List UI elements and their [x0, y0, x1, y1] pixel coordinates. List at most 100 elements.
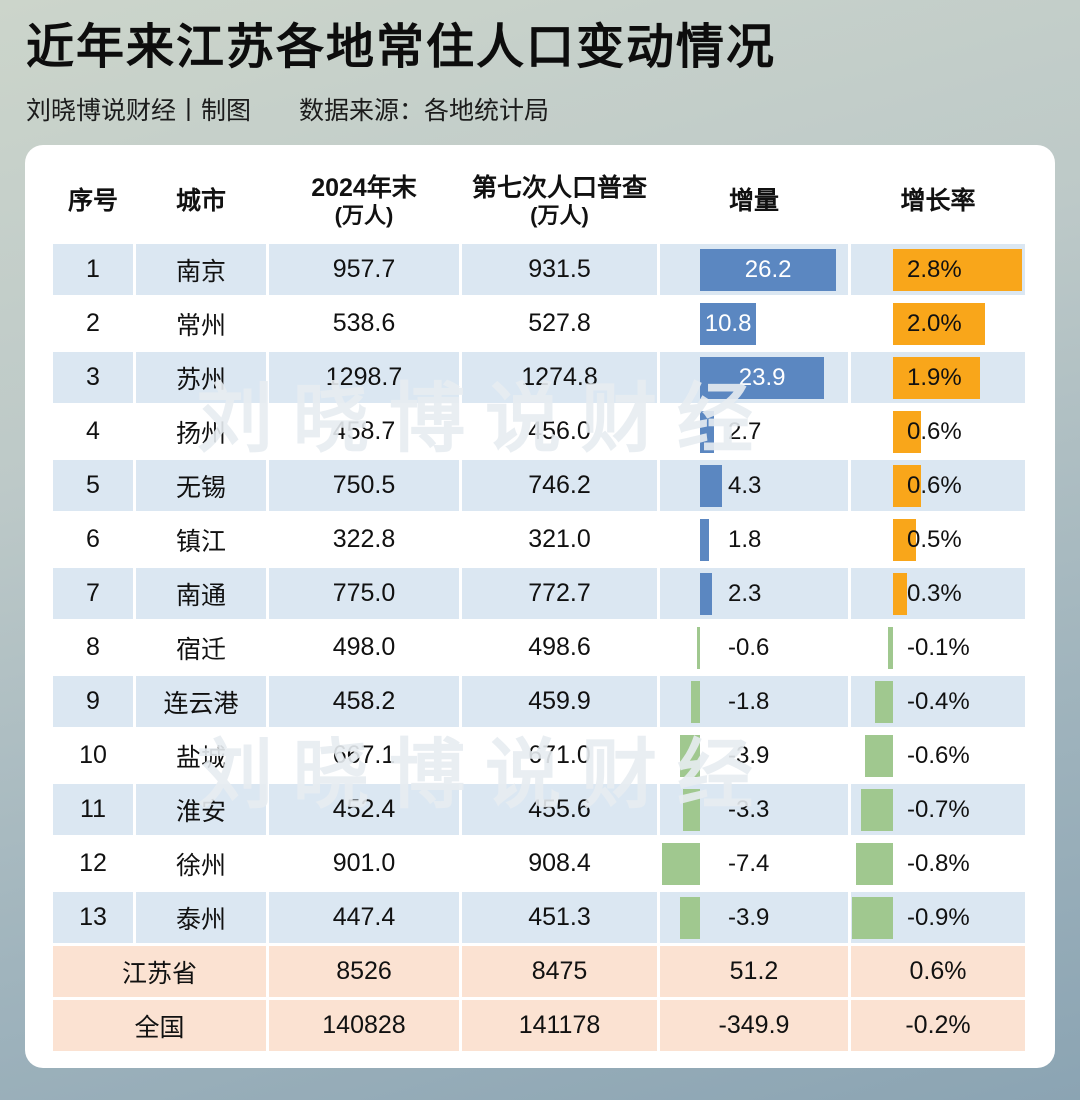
bar-value-label: -0.6% [907, 741, 970, 769]
population-census: 931.5 [462, 244, 657, 296]
population-2024-text: 8526 [336, 957, 392, 986]
positive-bar [893, 356, 981, 399]
rate-bar-cell: -0.7% [851, 784, 1025, 836]
population-2024: 447.4 [269, 892, 459, 944]
col-header-2024-unit: (万人) [334, 202, 394, 228]
population-2024: 452.4 [269, 784, 459, 836]
population-2024: 498.0 [269, 622, 459, 674]
negative-bar [874, 680, 893, 723]
population-census-text: 321.0 [528, 525, 591, 554]
col-header-rate: 增长率 [851, 161, 1025, 242]
negative-bar [661, 842, 700, 885]
population-census-text: 671.0 [528, 741, 591, 770]
row-index: 12 [53, 838, 133, 890]
rate-bar-cell: 2.8% [851, 244, 1025, 296]
col-header-rate-label: 增长率 [900, 187, 976, 216]
city-name: 淮安 [136, 784, 266, 836]
bar-value-label: -3.9 [728, 903, 770, 931]
delta-bar-cell: 1.8 [660, 514, 848, 566]
positive-bar [700, 410, 715, 453]
row-index: 6 [53, 514, 133, 566]
population-census-text: 1274.8 [521, 363, 598, 392]
delta-bar-cell: -3.9 [660, 730, 848, 782]
table-header-row: 序号 城市 2024年末 (万人) 第七次人口普查 (万人) [53, 161, 1027, 242]
col-header-census-label: 第七次人口普查 [471, 173, 647, 202]
row-index-text: 3 [86, 363, 100, 392]
population-2024-text: 458.7 [332, 417, 396, 446]
population-census: 527.8 [462, 298, 657, 350]
negative-bar [682, 788, 700, 831]
delta-bar-cell: -1.8 [660, 676, 848, 728]
negative-bar [860, 788, 893, 831]
col-header-census-unit: (万人) [530, 202, 589, 228]
delta-value-text: 51.2 [729, 957, 779, 986]
bar-value-label: 23.9 [738, 363, 786, 391]
row-index-text: 6 [86, 525, 100, 554]
population-census-text: 459.9 [528, 687, 591, 716]
population-census-text: 451.3 [528, 903, 591, 932]
rate-bar-cell: 0.6% [851, 460, 1025, 512]
row-index: 4 [53, 406, 133, 458]
row-index-text: 5 [86, 471, 100, 500]
infographic-page: 近年来江苏各地常住人口变动情况 刘晓博说财经丨制图 数据来源：各地统计局 序号 … [26, 21, 1054, 1052]
negative-bar [851, 896, 893, 939]
population-2024-text: 1298.7 [325, 363, 403, 392]
population-census-text: 931.5 [528, 255, 591, 284]
table-row: 5 无锡 750.5 746.2 4.3 0.6% [53, 460, 1027, 512]
delta-bar-cell: 4.3 [660, 460, 848, 512]
row-index-text: 4 [86, 417, 100, 446]
population-2024-text: 957.7 [332, 255, 396, 284]
population-2024-text: 775.0 [332, 579, 396, 608]
bar-value-label: 2.3 [728, 579, 762, 607]
bar-value-label: 0.5% [907, 525, 962, 553]
col-header-index-label: 序号 [67, 187, 118, 216]
bar-value-label: 4.3 [728, 471, 762, 499]
delta-bar-cell: -3.3 [660, 784, 848, 836]
col-header-index: 序号 [53, 161, 133, 242]
delta-bar-cell: 2.3 [660, 568, 848, 620]
subtitle: 刘晓博说财经丨制图 数据来源：各地统计局 [26, 91, 1054, 127]
city-name-text: 盐城 [175, 743, 226, 772]
bar-value-label: 0.6% [907, 417, 962, 445]
population-census: 459.9 [462, 676, 657, 728]
delta-value: 51.2 [660, 946, 848, 998]
rate-value-text: -0.2% [905, 1011, 971, 1040]
city-name-text: 无锡 [175, 473, 226, 502]
summary-row: 全国 140828 141178 -349.9 -0.2% [53, 1000, 1027, 1052]
population-census-text: 908.4 [528, 849, 591, 878]
row-index: 2 [53, 298, 133, 350]
bar-value-label: 2.8% [907, 255, 962, 283]
city-name: 南京 [136, 244, 266, 296]
population-census: 498.6 [462, 622, 657, 674]
bar-value-label: 10.8 [704, 309, 752, 337]
table-row: 11 淮安 452.4 455.6 -3.3 -0.7% [53, 784, 1027, 836]
population-2024: 775.0 [269, 568, 459, 620]
delta-value: -349.9 [660, 1000, 848, 1052]
row-index-text: 13 [79, 903, 107, 932]
bar-value-label: -3.3 [728, 795, 770, 823]
rate-bar-cell: -0.6% [851, 730, 1025, 782]
negative-bar [679, 896, 700, 939]
population-census: 746.2 [462, 460, 657, 512]
row-index: 8 [53, 622, 133, 674]
row-index-text: 9 [86, 687, 100, 716]
col-header-city: 城市 [136, 161, 266, 242]
bar-value-label: -0.4% [907, 687, 970, 715]
bar-value-label: 1.9% [907, 363, 962, 391]
population-2024-text: 901.0 [332, 849, 396, 878]
row-index-text: 1 [86, 255, 100, 284]
population-2024-text: 667.1 [332, 741, 396, 770]
delta-bar-cell: 10.8 [660, 298, 848, 350]
bar-value-label: -0.6 [728, 633, 770, 661]
row-index-text: 11 [80, 795, 106, 824]
delta-bar-cell: -3.9 [660, 892, 848, 944]
city-name-text: 苏州 [175, 365, 226, 394]
population-2024-text: 498.0 [332, 633, 396, 662]
positive-bar [893, 248, 1022, 291]
positive-bar [700, 572, 712, 615]
population-census-text: 527.8 [528, 309, 591, 338]
bar-value-label: 0.6% [907, 471, 962, 499]
table-row: 9 连云港 458.2 459.9 -1.8 -0.4% [53, 676, 1027, 728]
rate-value: -0.2% [851, 1000, 1025, 1052]
population-census-text: 456.0 [528, 417, 591, 446]
